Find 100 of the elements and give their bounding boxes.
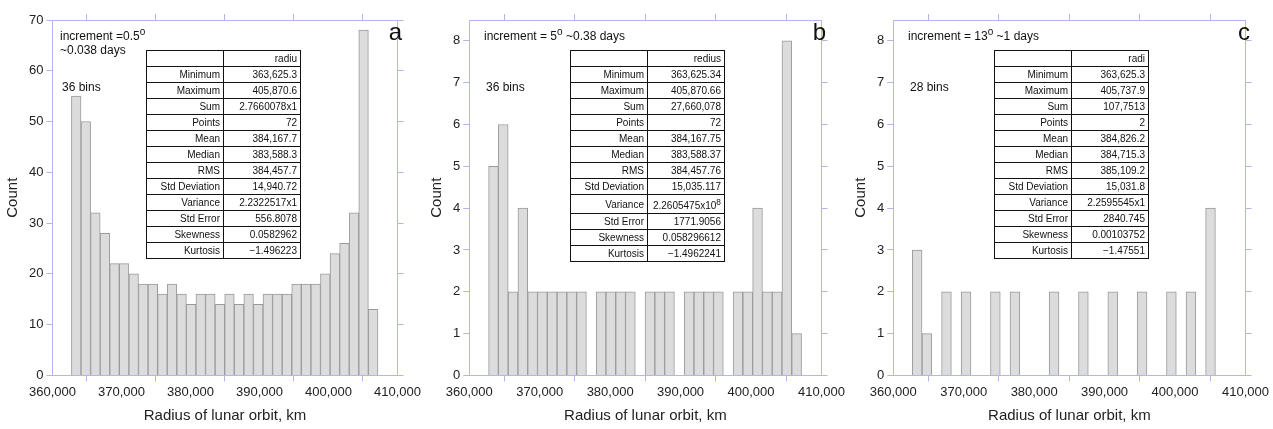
annotation: radi	[1071, 50, 1149, 67]
y-tick-label: 3	[877, 241, 885, 257]
x-axis-title: Radius of lunar orbit, km	[564, 406, 727, 424]
annotation: 2	[1071, 114, 1149, 131]
annotation: 14,940.72	[223, 178, 301, 195]
y-tick-label: 0	[877, 366, 885, 382]
annotation: 0.058296612	[647, 229, 725, 246]
annotation: 384,457.7	[223, 162, 301, 179]
x-tick-label: 360,000	[445, 383, 493, 399]
annotation: Kurtosis	[570, 245, 648, 262]
y-axis-title: Count	[3, 176, 21, 218]
y-tick-label: 2	[877, 283, 885, 299]
y-tick-label: 7	[453, 74, 461, 90]
x-tick-label: 380,000	[1010, 383, 1058, 399]
annotation: 363,625.3	[223, 66, 301, 83]
x-tick-label: 390,000	[1081, 383, 1129, 399]
annotation: Std Deviation	[994, 178, 1072, 195]
annotation: −1.4962241	[647, 245, 725, 262]
x-tick-label: 370,000	[97, 383, 145, 399]
annotation: 405,737.9	[1071, 82, 1149, 99]
annotation: Median	[570, 146, 648, 163]
y-tick-label: 8	[453, 32, 461, 48]
y-tick-label: 0	[453, 366, 461, 382]
y-tick-label: 30	[28, 214, 44, 230]
annotation: 2840.745	[1071, 210, 1149, 227]
x-axis-title: Radius of lunar orbit, km	[988, 406, 1151, 424]
annotation: Skewness	[570, 229, 648, 246]
y-tick-label: 40	[28, 163, 44, 179]
x-tick-label: 360,000	[28, 383, 76, 399]
y-tick-label: 6	[877, 116, 885, 132]
annotation: Minimum	[994, 66, 1072, 83]
annotation: 27,660,078	[647, 98, 725, 115]
annotation: 363,625.3	[1071, 66, 1149, 83]
annotation: 0.0582962	[223, 226, 301, 243]
y-tick-label: 60	[28, 62, 44, 78]
annotation: Points	[994, 114, 1072, 131]
y-tick-label: 8	[877, 32, 885, 48]
annotation: Points	[570, 114, 648, 131]
x-tick-label: 370,000	[940, 383, 988, 399]
annotation: −1.496223	[223, 242, 301, 259]
annotation: Mean	[146, 130, 224, 147]
annotation: 2.2595545x1	[1071, 194, 1149, 211]
annotation: 384,715.3	[1071, 146, 1149, 163]
x-tick-label: 410,000	[798, 383, 845, 399]
annotation: Kurtosis	[146, 242, 224, 259]
y-axis-title: Count	[851, 176, 869, 218]
annotation: 72	[647, 114, 725, 131]
annotation: radiu	[223, 50, 301, 67]
x-tick-label: 400,000	[305, 383, 352, 399]
annotation: 384,457.76	[647, 162, 725, 179]
y-tick-label: 6	[453, 116, 461, 132]
annotation: Skewness	[146, 226, 224, 243]
x-tick-label: 380,000	[586, 383, 634, 399]
text: increment =0.5$^{o}$ ~0.038 days	[60, 26, 146, 57]
annotation: 2.2322517x1	[223, 194, 301, 211]
annotation: 383,588.3	[223, 146, 301, 163]
annotation: −1.47551	[1071, 242, 1149, 259]
y-tick-label: 1	[453, 325, 461, 341]
y-tick-label: 10	[28, 316, 44, 332]
y-tick-label: 1	[877, 325, 885, 341]
y-tick-label: 3	[453, 241, 461, 257]
x-tick-label: 390,000	[235, 383, 283, 399]
y-tick-label: 5	[453, 157, 461, 173]
y-tick-label: 50	[28, 113, 44, 129]
annotation: increment = 13$^{o}$ ~1 days	[908, 26, 1039, 43]
annotation: Points	[146, 114, 224, 131]
x-tick-label: 360,000	[869, 383, 917, 399]
annotation: 363,625.34	[647, 66, 725, 83]
annotation: Maximum	[570, 82, 648, 99]
y-tick-label: 5	[877, 157, 885, 173]
annotation: 0.00103752	[1071, 226, 1149, 243]
annotation: Variance	[570, 194, 648, 214]
annotation: 2.7660078x1	[223, 98, 301, 115]
annotation: 2.2605475x10$^{8}$	[647, 194, 725, 214]
annotation: Skewness	[994, 226, 1072, 243]
annotation: Kurtosis	[994, 242, 1072, 259]
chart-title: b	[812, 18, 826, 46]
y-tick-label: 4	[453, 199, 461, 215]
annotation: Std Deviation	[570, 178, 648, 195]
annotation: 72	[223, 114, 301, 131]
chart-title: a	[388, 18, 402, 46]
x-tick-label: 400,000	[727, 383, 775, 399]
annotation: Std Error	[570, 213, 648, 230]
annotation: increment = 5$^{o}$ ~0.38 days	[484, 26, 625, 43]
annotation: Std Error	[146, 210, 224, 227]
x-tick-label: 410,000	[1222, 383, 1269, 399]
annotation: Std Error	[994, 210, 1072, 227]
annotation: 556.8078	[223, 210, 301, 227]
annotation: Sum	[146, 98, 224, 115]
annotation: RMS	[146, 162, 224, 179]
annotation: Median	[146, 146, 224, 163]
annotation: 28 bins	[910, 80, 949, 94]
annotation: 405,870.66	[647, 82, 725, 99]
annotation: Mean	[570, 130, 648, 147]
annotation: Sum	[994, 98, 1072, 115]
annotation: 15,031.8	[1071, 178, 1149, 195]
y-tick-label: 20	[28, 265, 44, 281]
annotation: Mean	[994, 130, 1072, 147]
annotation: Maximum	[146, 82, 224, 99]
annotation: 383,588.37	[647, 146, 725, 163]
